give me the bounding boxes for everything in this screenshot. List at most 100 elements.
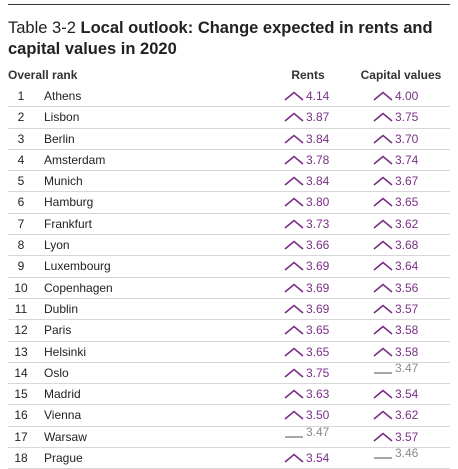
rent-cell-text: 3.80 — [306, 195, 330, 210]
trend-up-icon — [373, 410, 393, 421]
rent-cell-text: 3.65 — [306, 344, 330, 359]
capital-value-cell: 3.64 — [373, 259, 418, 273]
rent-cell-text: 3.47 — [306, 424, 330, 439]
rank-cell: 4 — [17, 152, 25, 167]
trend-up-icon — [373, 432, 393, 442]
table-row: 4 Amsterdam 3.78 3.74 — [8, 150, 450, 172]
rank-cell: 13 — [14, 344, 28, 359]
trend-up-icon — [284, 261, 304, 271]
city-cell: Frankfurt — [44, 216, 93, 231]
capital-value-cell-text: 3.47 — [395, 360, 419, 375]
trend-up-icon — [284, 283, 304, 293]
rent-cell: 3.78 — [284, 153, 329, 167]
capital-value-cell-text: 3.68 — [395, 238, 419, 253]
capital-value-cell: 3.58 — [373, 323, 418, 337]
table-number: Table 3-2 — [8, 19, 76, 37]
capital-value-cell: 3.56 — [373, 281, 418, 295]
rent-cell-text: 4.14 — [306, 89, 330, 103]
trend-up-icon — [284, 197, 304, 208]
table-row: 8 Lyon 3.66 3.68 — [8, 235, 450, 257]
top-rule — [8, 4, 450, 5]
trend-up-icon — [373, 91, 393, 101]
trend-up-icon — [284, 112, 304, 122]
rank-cell: 6 — [17, 195, 25, 210]
table-row: 7 Frankfurt 3.73 3.62 — [8, 214, 450, 236]
capital-value-cell: 3.65 — [373, 195, 418, 209]
trend-up-icon — [284, 325, 304, 335]
rent-cell-text: 3.66 — [306, 238, 330, 253]
trend-up-icon — [284, 453, 304, 463]
rank-cell: 3 — [17, 131, 25, 146]
capital-value-cell: 3.57 — [373, 302, 418, 316]
rank-cell: 18 — [14, 451, 28, 466]
table-row: 11 Dublin 3.69 3.57 — [8, 299, 450, 321]
capital-value-cell-text: 3.74 — [395, 152, 419, 167]
city-cell: Munich — [44, 174, 83, 189]
capital-value-cell: 3.46 — [373, 446, 418, 465]
capital-value-cell: 3.75 — [373, 110, 418, 124]
rent-cell-text: 3.84 — [306, 174, 330, 189]
rent-cell: 3.50 — [284, 408, 329, 422]
capital-value-cell: 3.70 — [373, 132, 418, 146]
city-cell: Helsinki — [44, 344, 87, 359]
capital-value-cell-text: 3.46 — [395, 446, 419, 461]
trend-up-icon — [284, 240, 304, 250]
city-cell: Warsaw — [44, 429, 87, 444]
table-row: 16 Vienna 3.50 3.62 — [8, 405, 450, 427]
city-cell: Paris — [44, 323, 72, 338]
trend-up-icon — [284, 91, 304, 101]
rank-cell: 1 — [17, 89, 25, 103]
trend-up-icon — [373, 261, 393, 271]
table-title-text: Local outlook: Change expected in rents … — [8, 19, 433, 58]
table-row: 3 Berlin 3.84 3.70 — [8, 129, 450, 150]
table-row: 12 Paris 3.65 3.58 — [8, 320, 450, 342]
table-row: 1 Athens 4.14 4.00 — [8, 86, 450, 108]
trend-flat-icon — [285, 436, 303, 438]
trend-up-icon — [373, 304, 393, 314]
rank-cell: 2 — [17, 110, 25, 125]
trend-up-icon — [373, 112, 393, 122]
capital-value-cell: 3.62 — [373, 408, 418, 422]
rent-cell-text: 3.78 — [306, 152, 330, 167]
city-cell: Dublin — [44, 301, 79, 316]
trend-up-icon — [284, 389, 304, 399]
rent-cell: 3.65 — [284, 323, 329, 337]
capital-value-cell-text: 3.62 — [395, 216, 419, 231]
capital-value-cell-text: 3.57 — [395, 429, 419, 444]
capital-value-cell-text: 3.70 — [395, 131, 419, 146]
rent-cell-text: 3.73 — [306, 216, 330, 231]
rent-cell-text: 3.63 — [306, 387, 330, 402]
rent-cell: 3.65 — [284, 345, 329, 359]
rent-cell: 3.84 — [284, 132, 329, 146]
column-header-capital-values: Capital values — [360, 68, 442, 82]
rent-cell: 3.75 — [284, 366, 329, 380]
trend-up-icon — [284, 176, 304, 186]
city-cell: Vienna — [44, 408, 82, 423]
rank-cell: 8 — [17, 238, 25, 253]
city-cell: Berlin — [44, 131, 75, 146]
rank-cell: 17 — [14, 429, 28, 444]
rent-cell: 3.69 — [284, 259, 329, 273]
table-row: 10 Copenhagen 3.69 3.56 — [8, 278, 450, 299]
rent-cell: 3.87 — [284, 110, 329, 124]
rent-cell: 4.14 — [284, 89, 329, 103]
trend-up-icon — [284, 134, 304, 144]
trend-up-icon — [373, 389, 393, 399]
rent-cell: 3.66 — [284, 238, 329, 252]
city-cell: Luxembourg — [44, 259, 111, 274]
capital-value-cell-text: 3.57 — [395, 301, 419, 316]
capital-value-cell-text: 3.75 — [395, 110, 419, 125]
trend-up-icon — [284, 155, 304, 165]
capital-value-cell-text: 3.64 — [395, 259, 419, 274]
trend-up-icon — [284, 304, 304, 314]
table-row: 13 Helsinki 3.65 3.58 — [8, 342, 450, 363]
city-cell: Lisbon — [44, 110, 80, 125]
capital-value-cell: 3.74 — [373, 153, 418, 167]
rank-cell: 9 — [17, 259, 25, 274]
capital-value-cell: 3.62 — [373, 217, 418, 231]
capital-value-cell-text: 3.56 — [395, 280, 419, 295]
capital-value-cell: 3.54 — [373, 387, 418, 401]
rent-cell: 3.73 — [284, 217, 329, 231]
table-body: 1 Athens 4.14 4.00 2 Lisbon 3.87 3.75 3 Berlin 3.8… — [8, 86, 450, 469]
city-cell: Lyon — [44, 238, 70, 253]
